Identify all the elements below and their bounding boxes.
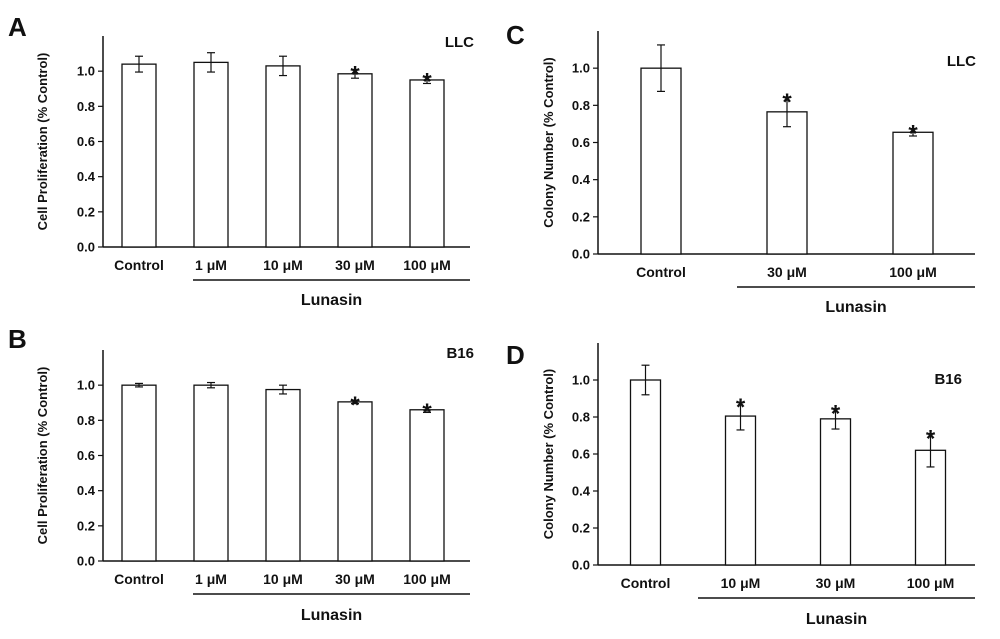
panel-a-cell-line: LLC <box>445 34 474 51</box>
panel-a-x-tick-label: 10 μM <box>263 257 303 273</box>
panel-d-x-tick-label: 10 μM <box>721 575 761 591</box>
panel-c-cell-line: LLC <box>947 53 976 70</box>
panel-b-y-axis-label: Cell Proliferation (% Control) <box>35 367 50 545</box>
panel-b: B B16 0.0 0.2 0.4 0.6 0.8 1.0 Cell Proliferati… <box>8 324 474 624</box>
panel-c-bar <box>640 67 682 255</box>
panel-a-x-tick-label: 100 μM <box>403 257 450 273</box>
panel-c-significance-mark: * <box>782 89 792 116</box>
panel-d-y-tick-label: 0.6 <box>572 447 590 462</box>
panel-b-y-tick-label: 0.8 <box>77 413 95 428</box>
panel-c-bar <box>892 131 934 255</box>
panel-c-group-label: Lunasin <box>825 299 886 316</box>
panel-d-cell-line: B16 <box>934 371 962 388</box>
panel-d-y-axis-label: Colony Number (% Control) <box>541 369 556 539</box>
panel-c-bar <box>766 111 808 255</box>
panel-a-x-tick-label: 30 μM <box>335 257 375 273</box>
panel-b-bar <box>409 409 445 562</box>
panel-d-significance-mark: * <box>736 394 746 421</box>
panel-d-y-tick-label: 1.0 <box>572 373 590 388</box>
panel-a-bar <box>337 73 373 248</box>
panel-a-y-axis-label: Cell Proliferation (% Control) <box>35 53 50 231</box>
panel-a-y-tick-label: 0.8 <box>77 99 95 114</box>
panel-c-x-tick-label: 30 μM <box>767 264 807 280</box>
panel-d-significance-mark: * <box>926 426 936 453</box>
panel-a-axes: 0.0 0.2 0.4 0.6 0.8 1.0 Cell Proliferation (% … <box>35 36 470 309</box>
panel-b-x-tick-label: Control <box>114 571 164 587</box>
panel-a-bar <box>193 61 229 248</box>
panel-b-significance-mark: * <box>422 399 432 426</box>
panel-c-significance-mark: * <box>908 121 918 148</box>
panel-c-y-tick-label: 0.4 <box>572 172 591 187</box>
panel-a-y-tick-label: 0.6 <box>77 134 95 149</box>
panel-b-x-tick-label: 30 μM <box>335 571 375 587</box>
panel-a-x-tick-label: Control <box>114 257 164 273</box>
panel-c-x-tick-label: 100 μM <box>889 264 936 280</box>
panel-c-y-tick-label: 0.8 <box>572 98 590 113</box>
panel-b-bar <box>193 384 229 562</box>
panel-d-bar <box>819 418 852 566</box>
panel-b-y-tick-label: 0.6 <box>77 448 95 463</box>
panel-d-x-tick-label: 30 μM <box>816 575 856 591</box>
panel-d-axes: 0.0 0.2 0.4 0.6 0.8 1.0 Colony Number (% Contr… <box>541 343 975 628</box>
panel-c: C LLC 0.0 0.2 0.4 0.6 0.8 1.0 Colony Number (%… <box>506 20 976 316</box>
panel-b-x-tick-label: 100 μM <box>403 571 450 587</box>
panel-c-y-tick-label: 0.2 <box>572 209 590 224</box>
panel-c-y-tick-label: 0.6 <box>572 135 590 150</box>
panel-b-bar <box>337 401 373 562</box>
panel-b-bar <box>265 388 301 562</box>
panel-a-x-tick-label: 1 μM <box>195 257 227 273</box>
panel-d-significance-mark: * <box>831 401 841 428</box>
panel-c-axes: 0.0 0.2 0.4 0.6 0.8 1.0 Colony Number (% Contr… <box>541 31 975 316</box>
panel-b-letter: B <box>8 324 27 354</box>
panel-c-y-tick-label: 0.0 <box>572 247 590 262</box>
panel-a-significance-mark: * <box>422 68 432 95</box>
panel-a-group-label: Lunasin <box>301 292 362 309</box>
panel-d-y-tick-label: 0.0 <box>572 558 590 573</box>
panel-d-x-tick-label: Control <box>621 575 671 591</box>
panel-d-y-tick-label: 0.4 <box>572 484 591 499</box>
panel-b-significance-mark: * <box>350 392 360 419</box>
panel-d-bar <box>724 415 757 566</box>
panel-a-y-tick-label: 0.2 <box>77 204 95 219</box>
panel-b-x-tick-label: 10 μM <box>263 571 303 587</box>
panel-a-y-tick-label: 0.4 <box>77 169 96 184</box>
panel-b-axes: 0.0 0.2 0.4 0.6 0.8 1.0 Cell Proliferation (% … <box>35 350 470 624</box>
panel-a: A LLC 0.0 0.2 0.4 0.6 0.8 1.0 Cell Proliferati… <box>8 12 474 309</box>
panel-a-y-tick-label: 0.0 <box>77 240 95 255</box>
panel-c-letter: C <box>506 20 525 50</box>
panel-d: D B16 0.0 0.2 0.4 0.6 0.8 1.0 Colony Number (%… <box>506 340 975 628</box>
panel-b-x-tick-label: 1 μM <box>195 571 227 587</box>
panel-d-group-label: Lunasin <box>806 611 867 628</box>
panel-a-letter: A <box>8 12 27 42</box>
panel-a-bar <box>409 79 445 248</box>
panel-b-bar <box>121 384 157 562</box>
panel-a-y-tick-label: 1.0 <box>77 64 95 79</box>
panel-a-bar <box>121 63 157 248</box>
panel-a-bar <box>265 65 301 248</box>
panel-b-y-tick-label: 1.0 <box>77 378 95 393</box>
panel-b-y-tick-label: 0.0 <box>77 554 95 569</box>
panel-b-cell-line: B16 <box>446 345 474 362</box>
panel-b-y-tick-label: 0.2 <box>77 518 95 533</box>
panel-b-group-label: Lunasin <box>301 607 362 624</box>
panel-d-x-tick-label: 100 μM <box>907 575 954 591</box>
panel-a-significance-mark: * <box>350 61 360 88</box>
panel-d-bar <box>914 449 947 566</box>
panel-b-y-tick-label: 0.4 <box>77 483 96 498</box>
panel-d-y-tick-label: 0.8 <box>572 410 590 425</box>
panel-d-y-tick-label: 0.2 <box>572 521 590 536</box>
panel-d-bar <box>629 379 662 566</box>
panel-c-x-tick-label: Control <box>636 264 686 280</box>
panel-c-y-tick-label: 1.0 <box>572 61 590 76</box>
panel-c-y-axis-label: Colony Number (% Control) <box>541 57 556 227</box>
panel-d-letter: D <box>506 340 525 370</box>
